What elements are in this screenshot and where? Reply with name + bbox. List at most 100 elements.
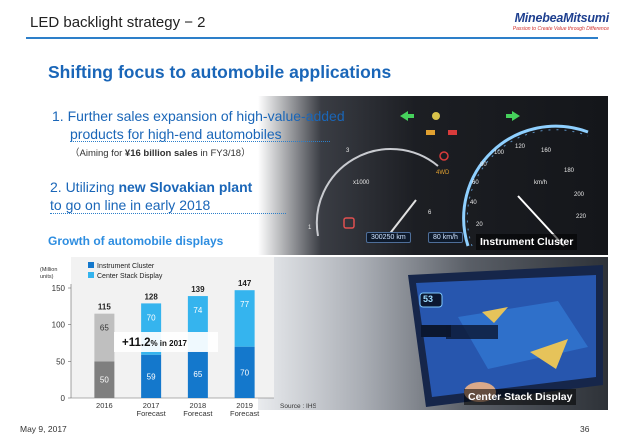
speed-tick: 100: [494, 150, 505, 156]
tachometer-arc: [315, 148, 439, 237]
speed-unit: km/h: [442, 234, 458, 241]
right-turn-icon: [506, 111, 520, 121]
bar-value-label: 70: [240, 368, 249, 377]
oil-warning-icon: [426, 130, 435, 135]
rpm-tick: 3: [346, 148, 350, 154]
tachometer-needle: [387, 199, 417, 237]
odometer-readout: 300250 km: [366, 232, 411, 243]
bar-instrument-cluster: [94, 361, 115, 398]
source-note: Source : IHS: [280, 403, 316, 410]
speed-tick: 220: [576, 214, 587, 220]
speed-tick: 200: [574, 192, 585, 198]
point-1-line-2: products for high-end automobiles: [70, 126, 282, 142]
parking-icon: [343, 217, 355, 229]
rpm-tick: 6: [428, 210, 432, 216]
growth-annotation: +11.2% in 2017: [122, 337, 187, 349]
point-2-plant: new Slovakian plant: [118, 179, 253, 195]
point-2-prefix: 2. Utilizing: [50, 179, 119, 195]
chart-title: Growth of automobile displays: [48, 234, 224, 248]
bar-total-label: 147: [238, 279, 252, 288]
note-prefix: （Aiming for: [70, 148, 125, 159]
rpm-tick: 1: [308, 225, 312, 231]
speed-tick: 60: [472, 180, 479, 186]
left-turn-icon: [400, 111, 414, 121]
odometer-value: 300250: [371, 234, 395, 241]
bar-value-label: 50: [100, 376, 109, 385]
speed-tick: 120: [515, 144, 526, 150]
four-wheel-drive-indicator: 4WD: [436, 170, 450, 176]
speed-display-box: [419, 292, 443, 308]
bar-total-label: 128: [144, 292, 158, 301]
seatbelt-icon: [439, 151, 449, 161]
point-2: 2. Utilizing new Slovakian plant to go o…: [50, 178, 310, 214]
bar-value-label: 70: [147, 313, 156, 322]
bar-value-label: 77: [240, 300, 249, 309]
battery-icon: [448, 130, 457, 135]
speed-tick: 20: [476, 222, 483, 228]
note-sales-target: ¥16 billion sales: [124, 148, 198, 159]
footer-date: May 9, 2017: [20, 424, 67, 434]
speedometer-arc: [462, 124, 589, 247]
header-rule: [26, 37, 598, 39]
bar-center-stack-display: [234, 290, 255, 347]
note-suffix: in FY3/18）: [197, 148, 251, 159]
point-2-underline: [50, 213, 286, 214]
company-logo: MinebeaMitsumi Passion to Create Value t…: [493, 11, 609, 32]
point-1: 1. Further sales expansion of high-value…: [52, 107, 362, 143]
odometer-unit: km: [396, 234, 406, 241]
bar-value-label: 74: [193, 306, 202, 315]
y-axis-label: units): [40, 274, 54, 280]
center-stack-display-label: Center Stack Display: [464, 389, 577, 405]
speed-tick: 160: [541, 148, 552, 154]
bar-value-label: 59: [147, 372, 156, 381]
legend-label: Center Stack Display: [97, 273, 163, 280]
x-tick-label: 2016: [96, 401, 113, 410]
x-tick-label: Forecast: [183, 409, 213, 418]
bar-total-label: 139: [191, 285, 205, 294]
y-tick-label: 150: [52, 284, 66, 293]
display-info-box: [421, 325, 451, 337]
headlight-icon: [432, 112, 440, 120]
display-status-strip: [446, 325, 498, 339]
bar-value-label: 65: [193, 370, 202, 379]
speed-tick: 180: [564, 168, 575, 174]
speed-readout: 80 km/h: [428, 232, 463, 243]
legend-label: Instrument Cluster: [97, 263, 155, 270]
legend-swatch: [88, 272, 94, 278]
bar-value-label: 65: [100, 324, 109, 333]
x-tick-label: 2017: [143, 401, 160, 410]
growth-annotation-box: [114, 332, 218, 352]
rpm-unit-label: x1000: [353, 180, 370, 186]
y-tick-label: 100: [52, 321, 66, 330]
photo-divider: [258, 255, 608, 257]
point-1-note: （Aiming for ¥16 billion sales in FY3/18）: [70, 145, 251, 159]
legend-swatch: [88, 262, 94, 268]
navigation-arrow-icon: [530, 339, 568, 369]
speed-unit-label: km/h: [534, 180, 548, 186]
y-axis-label: (Million: [40, 267, 57, 273]
speed-tick: 80: [480, 162, 487, 168]
logo-tagline: Passion to Create Value through Differen…: [512, 26, 609, 32]
y-tick-label: 0: [61, 394, 66, 403]
x-tick-label: 2019: [236, 401, 253, 410]
page-number: 36: [580, 424, 590, 434]
x-tick-label: Forecast: [230, 409, 260, 418]
logo-wordmark: MinebeaMitsumi: [514, 11, 610, 25]
x-tick-label: Forecast: [137, 409, 167, 418]
speed-tick: 40: [470, 200, 477, 206]
bar-instrument-cluster: [234, 346, 255, 398]
speed-value: 80: [433, 234, 441, 241]
point-2-line-2: to go on line in early 2018: [50, 197, 211, 213]
bar-center-stack-display: [94, 313, 115, 362]
photo-collage: x1000 km/h 4WD 1 3 6 20 40 60 80 100 120…: [258, 96, 608, 410]
point-1-underline: [70, 141, 330, 142]
slide-subtitle: Shifting focus to automobile application…: [48, 62, 392, 82]
display-speed: 53: [423, 294, 434, 304]
x-tick-label: 2018: [190, 401, 207, 410]
center-stack-screen: [408, 265, 603, 407]
bar-instrument-cluster: [141, 354, 162, 398]
slide-header-title: LED backlight strategy − 2: [30, 14, 206, 31]
point-1-line-1: 1. Further sales expansion of high-value…: [52, 108, 345, 124]
